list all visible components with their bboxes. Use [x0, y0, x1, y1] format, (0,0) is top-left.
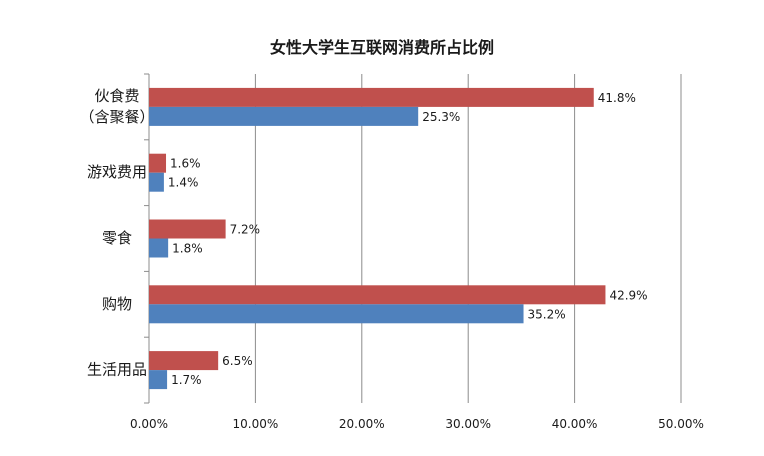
data-label: 1.8%	[172, 242, 203, 256]
bar	[149, 153, 167, 173]
bar	[149, 106, 419, 126]
data-label: 7.2%	[230, 223, 261, 237]
data-label: 1.6%	[170, 157, 201, 171]
bar	[149, 238, 169, 258]
x-tick-label: 10.00%	[233, 417, 279, 431]
data-label: 1.7%	[171, 373, 202, 387]
bar	[149, 370, 168, 390]
category-label: 伙食费	[94, 87, 139, 105]
x-tick-label: 50.00%	[658, 417, 704, 431]
category-label: 游戏费用	[87, 163, 147, 181]
data-label: 1.4%	[168, 176, 199, 190]
x-tick-label: 0.00%	[130, 417, 168, 431]
data-label: 6.5%	[222, 354, 253, 368]
x-tick-label: 20.00%	[339, 417, 385, 431]
category-label: （含聚餐）	[79, 108, 154, 126]
category-label: 零食	[102, 229, 132, 247]
data-label: 25.3%	[422, 110, 460, 124]
bar	[149, 285, 606, 305]
bar	[149, 219, 226, 239]
data-label: 41.8%	[598, 91, 636, 105]
chart-title: 女性大学生互联网消费所占比例	[269, 38, 494, 57]
category-label: 生活用品	[87, 361, 147, 379]
category-label: 购物	[102, 295, 132, 313]
bar	[149, 304, 524, 324]
data-label: 42.9%	[609, 288, 647, 302]
x-tick-label: 30.00%	[445, 417, 491, 431]
x-tick-label: 40.00%	[552, 417, 598, 431]
bar	[149, 172, 164, 192]
bar	[149, 87, 594, 107]
bar	[149, 351, 219, 371]
data-label: 35.2%	[528, 307, 566, 321]
